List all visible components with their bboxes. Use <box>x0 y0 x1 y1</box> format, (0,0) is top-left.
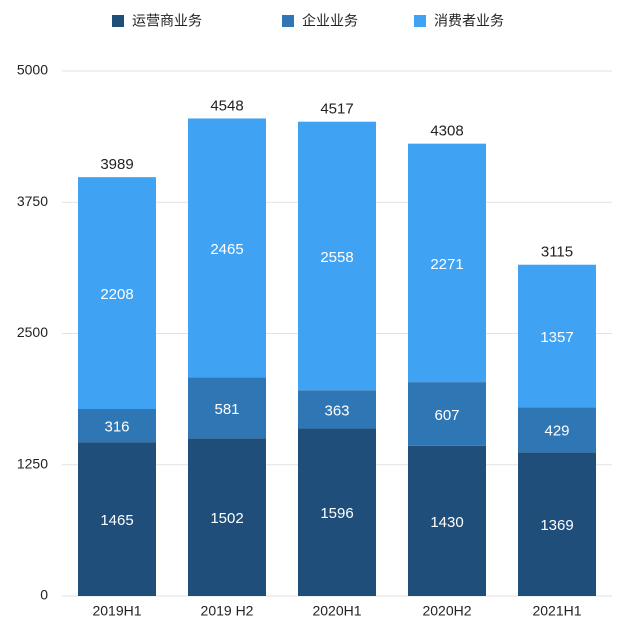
legend-label: 企业业务 <box>302 13 358 29</box>
bar-segment <box>408 382 486 446</box>
value-label: 1502 <box>210 510 243 527</box>
total-label: 3115 <box>541 244 573 261</box>
value-label: 429 <box>544 423 569 440</box>
bar-segment <box>518 264 596 408</box>
total-label: 4517 <box>320 101 353 118</box>
total-label: 3989 <box>100 156 133 173</box>
value-label: 2558 <box>320 249 353 266</box>
bar-segment <box>78 442 156 596</box>
value-label: 2208 <box>100 286 133 303</box>
value-label: 1465 <box>100 512 133 529</box>
bar-segment <box>408 143 486 383</box>
legend-label: 消费者业务 <box>434 13 504 29</box>
y-tick-label: 2500 <box>17 324 48 340</box>
value-label: 1430 <box>430 514 463 531</box>
total-label: 4548 <box>210 97 243 114</box>
value-label: 1596 <box>320 505 353 522</box>
bar-segment <box>78 177 156 409</box>
bar-segment <box>518 452 596 596</box>
legend-swatch <box>282 15 294 27</box>
value-label: 1369 <box>540 517 573 534</box>
value-label: 1357 <box>540 329 573 346</box>
legend-swatch <box>414 15 426 27</box>
value-label: 581 <box>214 401 239 418</box>
y-tick-label: 5000 <box>17 62 48 78</box>
x-tick-label: 2019H1 <box>92 603 141 619</box>
bar-segment <box>188 377 266 439</box>
value-label: 363 <box>324 402 349 419</box>
legend-label: 运营商业务 <box>132 13 202 29</box>
bar-segment <box>188 118 266 378</box>
value-label: 607 <box>434 407 459 424</box>
x-tick-label: 2021H1 <box>532 603 581 619</box>
bar-segment <box>518 407 596 453</box>
total-label: 4308 <box>430 123 463 140</box>
x-tick-label: 2019 H2 <box>201 603 254 619</box>
y-tick-label: 0 <box>40 587 48 603</box>
bar-segment <box>78 408 156 443</box>
value-label: 316 <box>104 419 129 436</box>
x-tick-label: 2020H1 <box>312 603 361 619</box>
legend-swatch <box>112 15 124 27</box>
value-label: 2271 <box>430 256 463 273</box>
bar-segment <box>298 428 376 596</box>
value-label: 2465 <box>210 241 243 258</box>
y-tick-label: 1250 <box>17 455 48 471</box>
bar-segment <box>188 438 266 596</box>
bar-segment <box>298 390 376 429</box>
bar-segment <box>298 121 376 391</box>
x-tick-label: 2020H2 <box>422 603 471 619</box>
y-tick-label: 3750 <box>17 193 48 209</box>
bar-segment <box>408 445 486 596</box>
